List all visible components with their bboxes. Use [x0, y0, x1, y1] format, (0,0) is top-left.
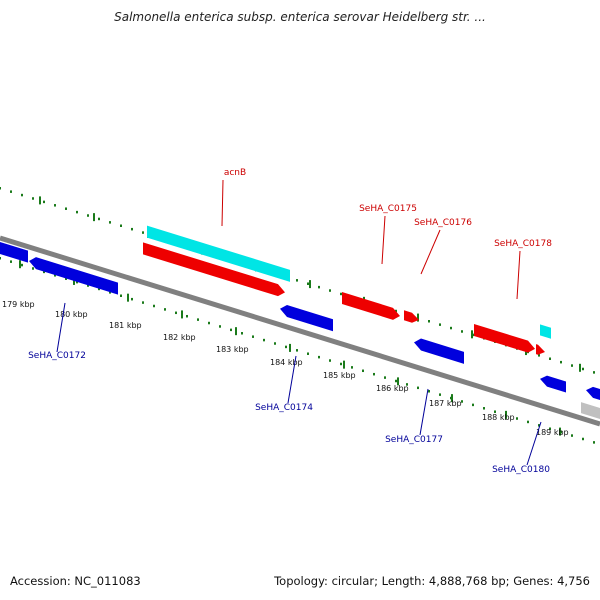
gene-reverse-edge — [0, 242, 28, 263]
scale-label: 188 kbp — [482, 413, 515, 422]
gene-forward-1 — [474, 323, 535, 353]
callout-line — [56, 302, 66, 353]
backbone — [0, 235, 600, 427]
callout-line — [419, 388, 429, 436]
scale-label: 189 kbp — [536, 428, 569, 437]
gene-acnB — [143, 242, 285, 297]
scale-labels: 179 kbp 180 kbp 181 kbp 182 kbp 183 kbp 184 k… — [2, 300, 569, 437]
scale-label: 184 kbp — [270, 358, 303, 367]
callout-line — [381, 215, 386, 265]
gene-acnB-highlight — [147, 225, 290, 282]
gene-highlight-small — [540, 324, 551, 339]
scale-label: 179 kbp — [2, 300, 35, 309]
gene-SeHA_C0178 — [536, 344, 545, 355]
callout-line — [221, 179, 224, 227]
scale-label: 181 kbp — [109, 321, 142, 330]
accession-text: Accession: NC_011083 — [10, 574, 141, 588]
gene-callouts: acnB SeHA_C0175 SeHA_C0176 SeHA_C0178 SeHA_C… — [28, 168, 552, 475]
gene-reverse-right — [586, 386, 600, 400]
gene-label: SeHA_C0180 — [492, 465, 550, 475]
gene-label: SeHA_C0177 — [385, 435, 443, 445]
topology-summary: Topology: circular; Length: 4,888,768 bp… — [274, 574, 590, 588]
callout-line — [420, 229, 441, 275]
scale-label: 180 kbp — [55, 310, 88, 319]
gene-label: SeHA_C0176 — [414, 218, 472, 228]
gene-label: SeHA_C0174 — [255, 403, 313, 413]
gene-label: SeHA_C0172 — [28, 351, 86, 361]
scale-label: 183 kbp — [216, 345, 249, 354]
gene-SeHA_C0175 — [342, 292, 400, 320]
scale-label: 186 kbp — [376, 384, 409, 393]
callout-line — [287, 355, 297, 404]
gene-SeHA_C0180 — [540, 375, 566, 393]
callout-line — [526, 421, 542, 466]
gene-grey — [581, 402, 600, 419]
gene-features — [0, 225, 600, 419]
gene-SeHA_C0172 — [29, 257, 118, 295]
scale-label: 185 kbp — [323, 371, 356, 380]
scale-label: 187 kbp — [429, 399, 462, 408]
gene-label: SeHA_C0175 — [359, 204, 417, 214]
gene-SeHA_C0177 — [414, 338, 464, 364]
callout-line — [516, 250, 521, 300]
gene-label: SeHA_C0178 — [494, 239, 552, 249]
gene-SeHA_C0176 — [404, 310, 419, 323]
gene-SeHA_C0174 — [280, 304, 333, 332]
gene-label: acnB — [224, 168, 246, 178]
map-title: Salmonella enterica subsp. enterica sero… — [114, 10, 486, 24]
scale-label: 182 kbp — [163, 333, 196, 342]
backbone-line — [0, 235, 600, 427]
